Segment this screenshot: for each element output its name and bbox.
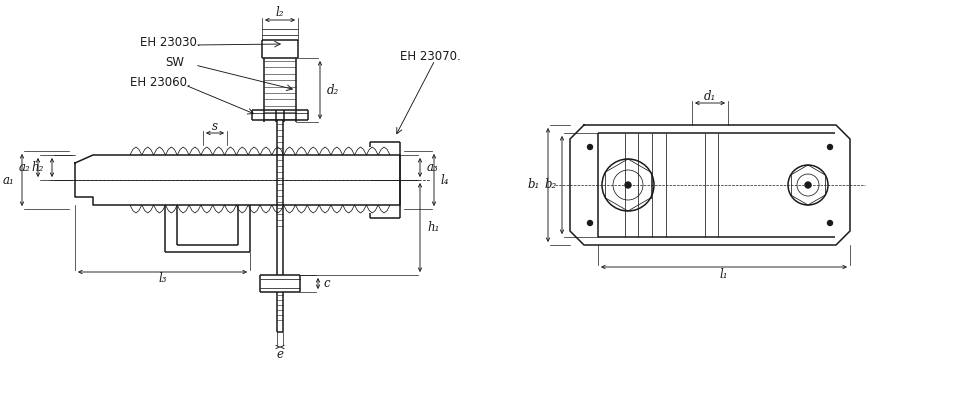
Text: a₁: a₁ <box>2 174 14 186</box>
Circle shape <box>828 220 832 226</box>
Text: s: s <box>212 120 218 132</box>
Circle shape <box>805 182 811 188</box>
Text: h₁: h₁ <box>427 221 440 234</box>
Circle shape <box>625 182 631 188</box>
Text: EH 23060.: EH 23060. <box>130 76 191 88</box>
Text: a₂: a₂ <box>18 161 30 174</box>
Text: d₂: d₂ <box>327 84 339 96</box>
Circle shape <box>828 144 832 150</box>
Text: b₁: b₁ <box>528 178 540 192</box>
Text: h₂: h₂ <box>32 161 44 174</box>
Text: b₂: b₂ <box>544 178 557 192</box>
Text: EH 23070.: EH 23070. <box>400 50 461 62</box>
Text: EH 23030.: EH 23030. <box>140 36 201 48</box>
Text: c: c <box>323 277 329 290</box>
Text: l₁: l₁ <box>720 268 729 280</box>
Text: e: e <box>276 348 283 360</box>
Text: l₂: l₂ <box>276 6 284 20</box>
Circle shape <box>588 220 592 226</box>
Text: a₃: a₃ <box>427 161 439 174</box>
Circle shape <box>588 144 592 150</box>
Text: l₄: l₄ <box>441 174 449 186</box>
Text: SW: SW <box>165 56 184 68</box>
Text: d₁: d₁ <box>704 90 716 102</box>
Text: l₃: l₃ <box>158 272 167 286</box>
